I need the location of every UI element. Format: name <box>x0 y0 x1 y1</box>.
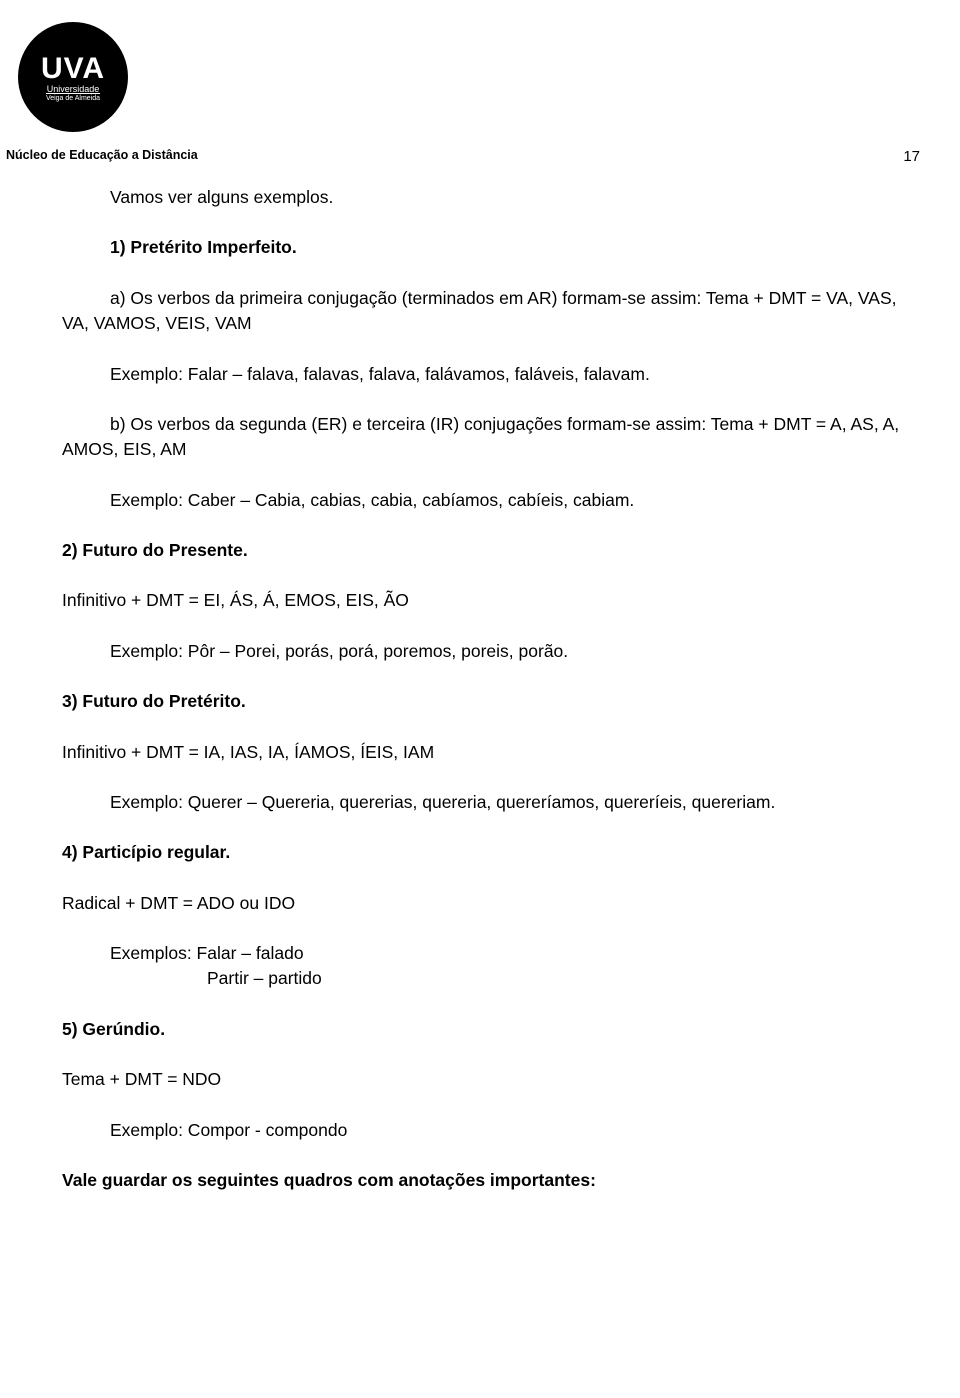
section-4-example-2: Partir – partido <box>62 966 920 991</box>
section-1a-rule: a) Os verbos da primeira conjugação (ter… <box>62 286 920 337</box>
header-caption: Núcleo de Educação a Distância <box>6 148 198 162</box>
section-1b-example: Exemplo: Caber – Cabia, cabias, cabia, c… <box>62 488 920 513</box>
section-5-example: Exemplo: Compor - compondo <box>62 1118 920 1143</box>
intro-text: Vamos ver alguns exemplos. <box>62 185 920 210</box>
document-body: Vamos ver alguns exemplos. 1) Pretérito … <box>62 185 920 1218</box>
section-2-rule: Infinitivo + DMT = EI, ÁS, Á, EMOS, EIS,… <box>62 588 920 613</box>
section-3-title: 3) Futuro do Pretérito. <box>62 689 920 714</box>
section-5-rule: Tema + DMT = NDO <box>62 1067 920 1092</box>
section-4-rule: Radical + DMT = ADO ou IDO <box>62 891 920 916</box>
section-4-title: 4) Particípio regular. <box>62 840 920 865</box>
section-3-example: Exemplo: Querer – Quereria, quererias, q… <box>62 790 920 815</box>
page-number: 17 <box>903 148 920 165</box>
logo-text-sub2: Veiga de Almeida <box>46 93 100 102</box>
logo: UVA Universidade Veiga de Almeida <box>18 22 128 132</box>
section-3-rule: Infinitivo + DMT = IA, IAS, IA, ÍAMOS, Í… <box>62 740 920 765</box>
footer-note: Vale guardar os seguintes quadros com an… <box>62 1168 920 1193</box>
logo-circle: UVA Universidade Veiga de Almeida <box>18 22 128 132</box>
section-5-title: 5) Gerúndio. <box>62 1017 920 1042</box>
section-4-example-1: Exemplos: Falar – falado <box>62 941 920 966</box>
section-1-title: 1) Pretérito Imperfeito. <box>62 235 920 260</box>
section-1a-example: Exemplo: Falar – falava, falavas, falava… <box>62 362 920 387</box>
logo-text-main: UVA <box>41 52 105 86</box>
section-1b-rule: b) Os verbos da segunda (ER) e terceira … <box>62 412 920 463</box>
section-2-title: 2) Futuro do Presente. <box>62 538 920 563</box>
section-2-example: Exemplo: Pôr – Porei, porás, porá, porem… <box>62 639 920 664</box>
